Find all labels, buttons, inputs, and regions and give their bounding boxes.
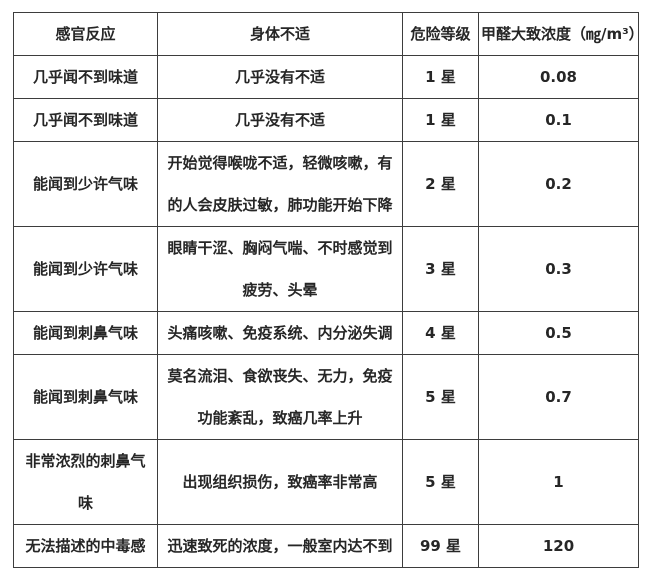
table-row: 能闻到刺鼻气味 莫名流泪、食欲丧失、无力，免疫功能紊乱，致癌几率上升 5 星 0… [13, 354, 639, 440]
cell-concentration: 0.1 [478, 98, 639, 142]
cell-sense: 几乎闻不到味道 [13, 98, 158, 142]
cell-level: 5 星 [402, 354, 479, 440]
cell-sense: 能闻到少许气味 [13, 226, 158, 312]
cell-concentration: 120 [478, 524, 639, 568]
cell-level: 5 星 [402, 439, 479, 525]
cell-symptom: 出现组织损伤，致癌率非常高 [157, 439, 403, 525]
cell-concentration: 0.7 [478, 354, 639, 440]
cell-level: 2 星 [402, 141, 479, 227]
table-body: 几乎闻不到味道 几乎没有不适 1 星 0.08 几乎闻不到味道 几乎没有不适 1… [13, 55, 639, 568]
table-row: 无法描述的中毒感 迅速致死的浓度，一般室内达不到 99 星 120 [13, 524, 639, 568]
table-row: 非常浓烈的刺鼻气味 出现组织损伤，致癌率非常高 5 星 1 [13, 439, 639, 525]
cell-symptom: 开始觉得喉咙不适，轻微咳嗽，有的人会皮肤过敏，肺功能开始下降 [157, 141, 403, 227]
cell-symptom: 头痛咳嗽、免疫系统、内分泌失调 [157, 311, 403, 355]
table-row: 几乎闻不到味道 几乎没有不适 1 星 0.1 [13, 98, 639, 142]
header-row: 感官反应 身体不适 危险等级 甲醛大致浓度（㎎/m³） [13, 12, 639, 56]
cell-sense: 非常浓烈的刺鼻气味 [13, 439, 158, 525]
cell-sense: 无法描述的中毒感 [13, 524, 158, 568]
formaldehyde-risk-table: 感官反应 身体不适 危险等级 甲醛大致浓度（㎎/m³） 几乎闻不到味道 几乎没有… [13, 12, 639, 568]
cell-concentration: 0.5 [478, 311, 639, 355]
cell-symptom: 莫名流泪、食欲丧失、无力，免疫功能紊乱，致癌几率上升 [157, 354, 403, 440]
cell-level: 4 星 [402, 311, 479, 355]
table-row: 几乎闻不到味道 几乎没有不适 1 星 0.08 [13, 55, 639, 99]
cell-level: 3 星 [402, 226, 479, 312]
table-row: 能闻到少许气味 开始觉得喉咙不适，轻微咳嗽，有的人会皮肤过敏，肺功能开始下降 2… [13, 141, 639, 227]
table-header: 感官反应 身体不适 危险等级 甲醛大致浓度（㎎/m³） [13, 12, 639, 56]
cell-symptom: 几乎没有不适 [157, 98, 403, 142]
cell-level: 1 星 [402, 55, 479, 99]
cell-concentration: 0.3 [478, 226, 639, 312]
cell-sense: 能闻到刺鼻气味 [13, 311, 158, 355]
formaldehyde-risk-table-container: 感官反应 身体不适 危险等级 甲醛大致浓度（㎎/m³） 几乎闻不到味道 几乎没有… [13, 12, 639, 568]
column-header-physical-discomfort: 身体不适 [157, 12, 403, 56]
cell-symptom: 迅速致死的浓度，一般室内达不到 [157, 524, 403, 568]
cell-symptom: 眼睛干涩、胸闷气喘、不时感觉到疲劳、头晕 [157, 226, 403, 312]
cell-symptom: 几乎没有不适 [157, 55, 403, 99]
column-header-sensory-reaction: 感官反应 [13, 12, 158, 56]
cell-concentration: 0.2 [478, 141, 639, 227]
cell-level: 99 星 [402, 524, 479, 568]
table-row: 能闻到少许气味 眼睛干涩、胸闷气喘、不时感觉到疲劳、头晕 3 星 0.3 [13, 226, 639, 312]
cell-sense: 能闻到少许气味 [13, 141, 158, 227]
column-header-danger-level: 危险等级 [402, 12, 479, 56]
cell-level: 1 星 [402, 98, 479, 142]
cell-sense: 几乎闻不到味道 [13, 55, 158, 99]
cell-concentration: 1 [478, 439, 639, 525]
cell-concentration: 0.08 [478, 55, 639, 99]
table-row: 能闻到刺鼻气味 头痛咳嗽、免疫系统、内分泌失调 4 星 0.5 [13, 311, 639, 355]
column-header-formaldehyde-concentration: 甲醛大致浓度（㎎/m³） [478, 12, 639, 56]
cell-sense: 能闻到刺鼻气味 [13, 354, 158, 440]
